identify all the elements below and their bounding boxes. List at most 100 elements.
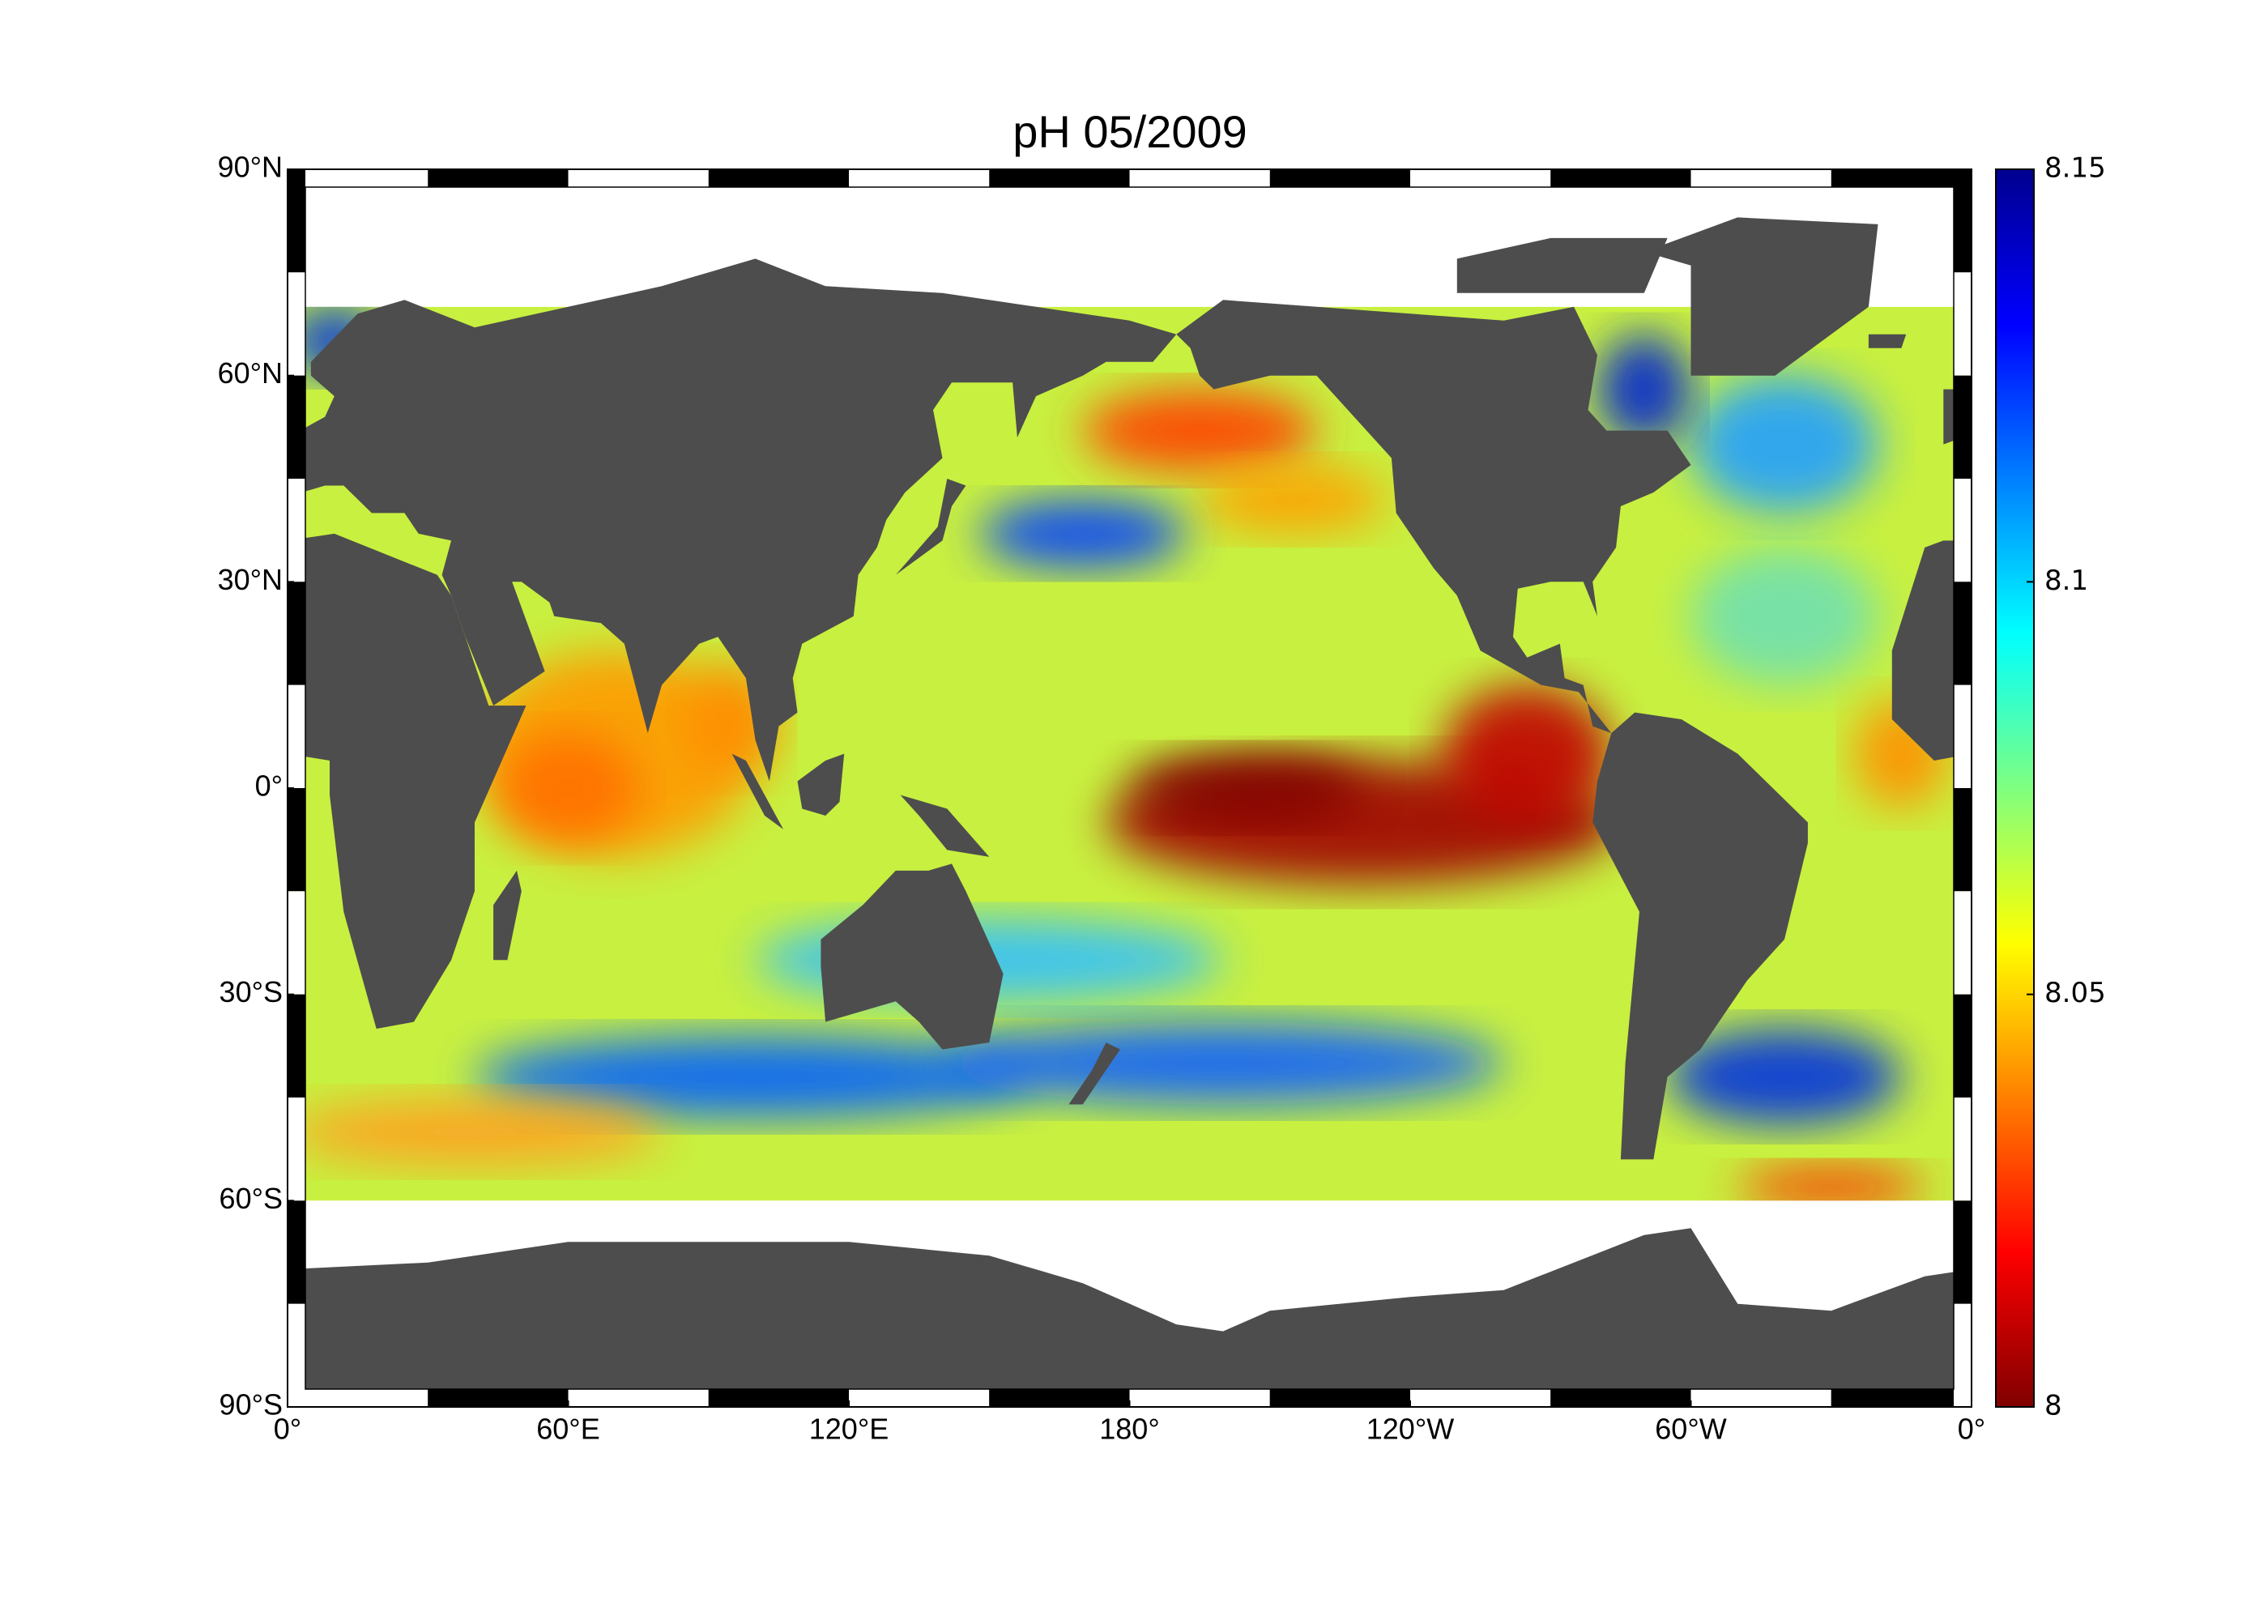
border-stripe bbox=[1954, 994, 1972, 1098]
ocean-pattern bbox=[1690, 547, 1878, 685]
y-tick-label: 0° bbox=[255, 769, 283, 803]
ocean-pattern bbox=[475, 1035, 1036, 1119]
border-stripe bbox=[288, 788, 305, 892]
ocean-pattern bbox=[1597, 334, 1691, 445]
landmass bbox=[288, 258, 1177, 782]
border-stripe bbox=[568, 1389, 709, 1407]
frame-inner bbox=[305, 186, 1955, 1390]
border-stripe bbox=[288, 891, 305, 995]
border-stripe bbox=[1954, 582, 1972, 685]
x-tick-label: 60°E bbox=[536, 1413, 599, 1446]
border-stripe bbox=[1831, 1389, 1972, 1407]
border-stripe bbox=[1269, 169, 1410, 187]
ocean-pattern bbox=[1200, 465, 1388, 534]
border-stripe bbox=[1690, 169, 1831, 187]
border-stripe bbox=[288, 1098, 305, 1201]
border-stripe bbox=[1954, 272, 1972, 376]
ocean-pattern bbox=[1129, 753, 1364, 823]
border-stripe bbox=[1690, 1389, 1831, 1407]
border-stripe bbox=[989, 1389, 1130, 1407]
ocean-pattern bbox=[942, 1021, 1504, 1105]
ocean-pattern bbox=[1690, 375, 1878, 514]
colorbar-tick-label: 8.15 bbox=[2044, 152, 2106, 185]
border-stripe bbox=[989, 169, 1130, 187]
border-stripe bbox=[1550, 169, 1691, 187]
border-stripe bbox=[1129, 169, 1270, 187]
border-stripe bbox=[708, 169, 849, 187]
landmass bbox=[900, 795, 990, 857]
border-stripe bbox=[1954, 169, 1972, 273]
landmass bbox=[1891, 540, 1972, 761]
colorbar-tick-label: 8.1 bbox=[2044, 565, 2088, 597]
landmass bbox=[288, 1228, 1972, 1407]
border-stripe bbox=[1129, 1389, 1270, 1407]
x-tick-label: 120°W bbox=[1366, 1413, 1454, 1446]
border-stripe bbox=[1954, 788, 1972, 892]
border-stripe bbox=[1954, 684, 1972, 788]
landmass bbox=[1068, 1042, 1120, 1105]
x-tick-label: 0° bbox=[1958, 1413, 1985, 1446]
landmass bbox=[895, 479, 966, 575]
landmass bbox=[493, 870, 522, 961]
border-stripe bbox=[849, 169, 990, 187]
border-stripe bbox=[288, 169, 428, 187]
ocean-pattern bbox=[288, 1098, 662, 1166]
landmass bbox=[1176, 300, 1691, 734]
y-tick-label: 60°S bbox=[220, 1182, 283, 1215]
ocean-pattern bbox=[1737, 1166, 1925, 1201]
border-stripe bbox=[1269, 1389, 1410, 1407]
border-stripe bbox=[1831, 169, 1972, 187]
border-stripe bbox=[428, 1389, 569, 1407]
x-tick-label: 180° bbox=[1099, 1413, 1159, 1446]
landmass bbox=[288, 533, 526, 1029]
landmass bbox=[797, 753, 845, 816]
border-stripe bbox=[288, 1389, 428, 1407]
landmass bbox=[1868, 334, 1907, 348]
x-tick-label: 120°E bbox=[809, 1413, 889, 1446]
x-tick-label: 0° bbox=[274, 1413, 301, 1446]
y-tick-label: 90°N bbox=[218, 151, 283, 184]
border-stripe bbox=[288, 375, 305, 479]
y-tick-label: 30°S bbox=[220, 975, 283, 1008]
colorbar-tick-label: 8.05 bbox=[2044, 977, 2106, 1009]
colorbar-tick-label: 8 bbox=[2044, 1390, 2062, 1422]
colorbar bbox=[1995, 168, 2035, 1408]
ocean-pattern bbox=[497, 733, 639, 843]
border-stripe bbox=[288, 1303, 305, 1407]
ocean-pattern bbox=[1082, 389, 1317, 472]
y-tick-label: 30°N bbox=[218, 563, 283, 596]
land bbox=[288, 217, 1972, 1407]
y-tick-label: 90°S bbox=[220, 1388, 283, 1422]
border-stripe bbox=[288, 1200, 305, 1304]
border-stripe bbox=[288, 479, 305, 582]
y-tick-label: 60°N bbox=[218, 356, 283, 390]
ocean-pattern bbox=[1667, 1029, 1902, 1125]
border-stripe bbox=[1410, 1389, 1551, 1407]
map-title: pH 05/2009 bbox=[1013, 106, 1247, 157]
landmass bbox=[821, 863, 1004, 1050]
ocean-pattern bbox=[1443, 684, 1612, 823]
landmass bbox=[1592, 712, 1808, 1160]
landmass bbox=[1643, 217, 1878, 376]
border-stripe bbox=[288, 169, 305, 273]
border-stripe bbox=[288, 994, 305, 1098]
border-stripe bbox=[1954, 1098, 1972, 1201]
landmass bbox=[731, 753, 784, 829]
landmass bbox=[1456, 237, 1668, 293]
border-stripe bbox=[1954, 891, 1972, 995]
border-stripe bbox=[288, 582, 305, 685]
border-stripe bbox=[1550, 1389, 1691, 1407]
border-stripe bbox=[1954, 375, 1972, 479]
ocean-pattern bbox=[979, 499, 1186, 569]
border-stripe bbox=[568, 169, 709, 187]
border-stripe bbox=[1954, 1200, 1972, 1304]
border-stripe bbox=[428, 169, 569, 187]
border-stripe bbox=[288, 272, 305, 376]
border-stripe bbox=[1410, 169, 1551, 187]
border-stripe bbox=[1954, 1303, 1972, 1407]
border-stripe bbox=[288, 684, 305, 788]
border-stripe bbox=[849, 1389, 990, 1407]
border-stripe bbox=[1954, 479, 1972, 582]
x-tick-label: 60°W bbox=[1655, 1413, 1726, 1446]
